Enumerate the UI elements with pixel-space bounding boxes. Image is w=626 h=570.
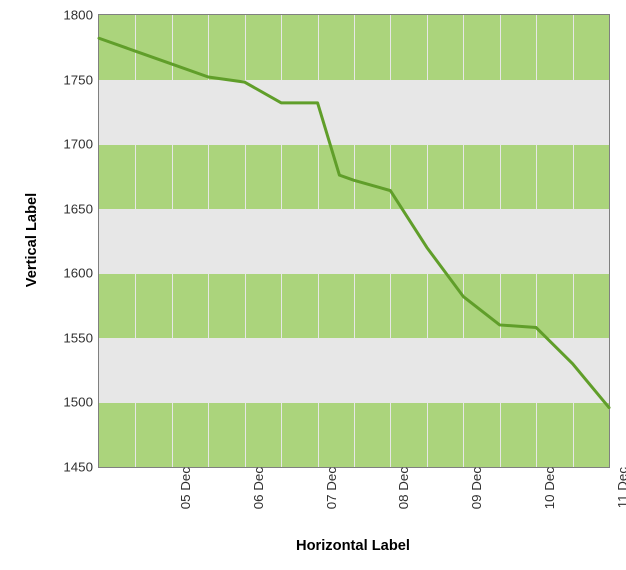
y-tick-label: 1600: [63, 266, 99, 281]
x-tick-label: 05 Dec: [172, 467, 193, 509]
x-tick-label: 06 Dec: [245, 467, 266, 509]
plot-area: 1450150015501600165017001750180005 Dec06…: [98, 14, 610, 468]
y-tick-label: 1500: [63, 395, 99, 410]
y-tick-label: 1750: [63, 72, 99, 87]
y-tick-label: 1700: [63, 137, 99, 152]
x-tick-label: 08 Dec: [390, 467, 411, 509]
x-tick-label: 07 Dec: [318, 467, 339, 509]
x-tick-label: 09 Dec: [463, 467, 484, 509]
x-tick-label: 11 Dec: [609, 467, 626, 508]
line-chart: Vertical LabelHorizontal Label1450150015…: [0, 0, 626, 570]
series-line: [99, 15, 609, 467]
y-tick-label: 1450: [63, 460, 99, 475]
x-tick-label: 10 Dec: [536, 467, 557, 509]
y-tick-label: 1650: [63, 201, 99, 216]
y-axis-label: Vertical Label: [24, 193, 40, 288]
y-tick-label: 1800: [63, 8, 99, 23]
y-tick-label: 1550: [63, 330, 99, 345]
x-axis-label: Horizontal Label: [296, 538, 410, 554]
